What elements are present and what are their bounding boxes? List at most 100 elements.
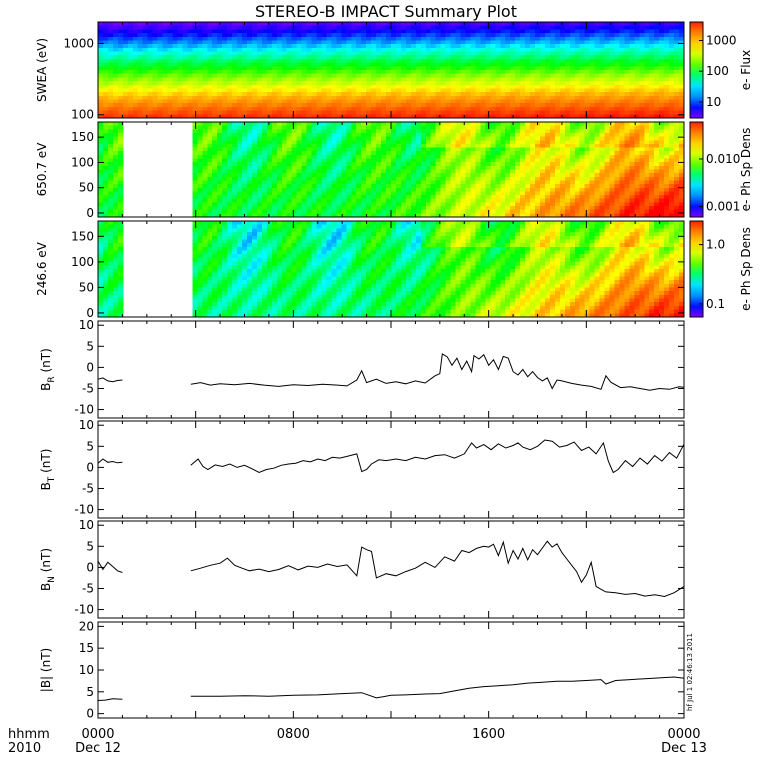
heatmap-cell — [232, 99, 238, 104]
heatmap-cell — [98, 158, 104, 163]
heatmap-cell — [137, 47, 144, 53]
heatmap-cell — [371, 202, 377, 207]
heatmap-cell — [212, 202, 218, 207]
heatmap-cell — [212, 84, 218, 90]
heatmap-cell — [495, 147, 501, 152]
heatmap-cell — [500, 66, 506, 71]
heatmap-cell — [470, 209, 477, 214]
heatmap-cell — [122, 70, 129, 75]
heatmap-cell — [386, 99, 392, 104]
heatmap-cell — [391, 40, 397, 45]
heatmap-cell — [112, 25, 119, 30]
heatmap-cell — [649, 114, 655, 119]
heatmap-cell — [515, 103, 521, 108]
heatmap-cell — [246, 99, 253, 104]
heatmap-cell — [117, 66, 124, 71]
heatmap-cell — [207, 136, 213, 141]
heatmap-cell — [525, 77, 531, 82]
heatmap-cell — [654, 88, 660, 93]
heatmap-cell — [495, 114, 501, 119]
heatmap-cell — [232, 191, 238, 196]
heatmap-cell — [261, 106, 268, 112]
heatmap-cell — [475, 62, 481, 67]
heatmap-cell — [316, 198, 323, 203]
heatmap-cell — [480, 62, 486, 67]
heatmap-cell — [510, 136, 516, 141]
heatmap-cell — [361, 114, 367, 119]
heatmap-cell — [674, 81, 680, 86]
heatmap-cell — [400, 33, 407, 38]
heatmap-cell — [495, 44, 501, 49]
heatmap-cell — [435, 198, 442, 203]
heatmap-cell — [102, 158, 109, 163]
heatmap-cell — [331, 84, 337, 90]
heatmap-cell — [321, 22, 328, 27]
heatmap-cell — [291, 180, 298, 185]
heatmap-cell — [281, 162, 288, 167]
heatmap-cell — [490, 125, 496, 130]
heatmap-cell — [237, 106, 243, 112]
heatmap-cell — [296, 154, 303, 160]
heatmap-cell — [346, 73, 352, 78]
heatmap-cell — [356, 81, 362, 86]
heatmap-cell — [266, 187, 273, 193]
heatmap-cell — [415, 176, 422, 182]
heatmap-cell — [395, 125, 402, 130]
heatmap-cell — [510, 158, 516, 163]
heatmap-cell — [440, 125, 447, 130]
heatmap-cell — [435, 136, 442, 141]
heatmap-cell — [152, 25, 159, 30]
heatmap-cell — [371, 154, 377, 160]
heatmap-cell — [366, 55, 372, 60]
heatmap-cell — [629, 33, 635, 38]
heatmap-cell — [237, 92, 243, 97]
heatmap-cell — [490, 25, 496, 30]
heatmap-cell — [554, 106, 561, 112]
heatmap-cell — [564, 51, 571, 56]
heatmap-cell — [505, 33, 511, 38]
heatmap-cell — [470, 191, 477, 196]
heatmap-cell — [326, 84, 333, 90]
heatmap-cell — [167, 77, 174, 82]
heatmap-cell — [371, 22, 377, 27]
heatmap-cell — [465, 99, 472, 104]
heatmap-cell — [366, 25, 372, 30]
heatmap-cell — [405, 40, 412, 45]
heatmap-cell — [127, 25, 134, 30]
heatmap-cell — [609, 88, 616, 93]
heatmap-cell — [480, 44, 486, 49]
heatmap-cell — [162, 58, 169, 64]
heatmap-cell — [435, 95, 442, 101]
heatmap-cell — [321, 47, 328, 53]
heatmap-cell — [639, 55, 645, 60]
heatmap-cell — [217, 51, 223, 56]
heatmap-cell — [157, 106, 164, 112]
heatmap-cell — [366, 169, 372, 174]
heatmap-cell — [634, 95, 640, 101]
heatmap-cell — [306, 154, 313, 160]
heatmap-cell — [321, 84, 328, 90]
heatmap-cell — [217, 36, 223, 42]
heatmap-cell — [147, 29, 154, 34]
heatmap-cell — [152, 88, 159, 93]
heatmap-cell — [291, 143, 298, 149]
heatmap-cell — [291, 36, 298, 42]
heatmap-cell — [107, 176, 114, 182]
heatmap-cell — [574, 40, 581, 45]
heatmap-cell — [296, 173, 303, 178]
heatmap-cell — [410, 158, 417, 163]
heatmap-cell — [435, 44, 442, 49]
heatmap-cell — [460, 22, 467, 27]
heatmap-cell — [376, 88, 382, 93]
heatmap-cell — [495, 73, 501, 78]
heatmap-cell — [490, 143, 496, 149]
heatmap-cell — [232, 70, 238, 75]
heatmap-cell — [455, 106, 462, 112]
heatmap-cell — [659, 114, 665, 119]
heatmap-cell — [435, 191, 442, 196]
heatmap-cell — [202, 176, 208, 182]
heatmap-cell — [242, 66, 248, 71]
heatmap-cell — [351, 33, 357, 38]
heatmap-cell — [574, 22, 581, 27]
heatmap-cell — [102, 51, 109, 56]
